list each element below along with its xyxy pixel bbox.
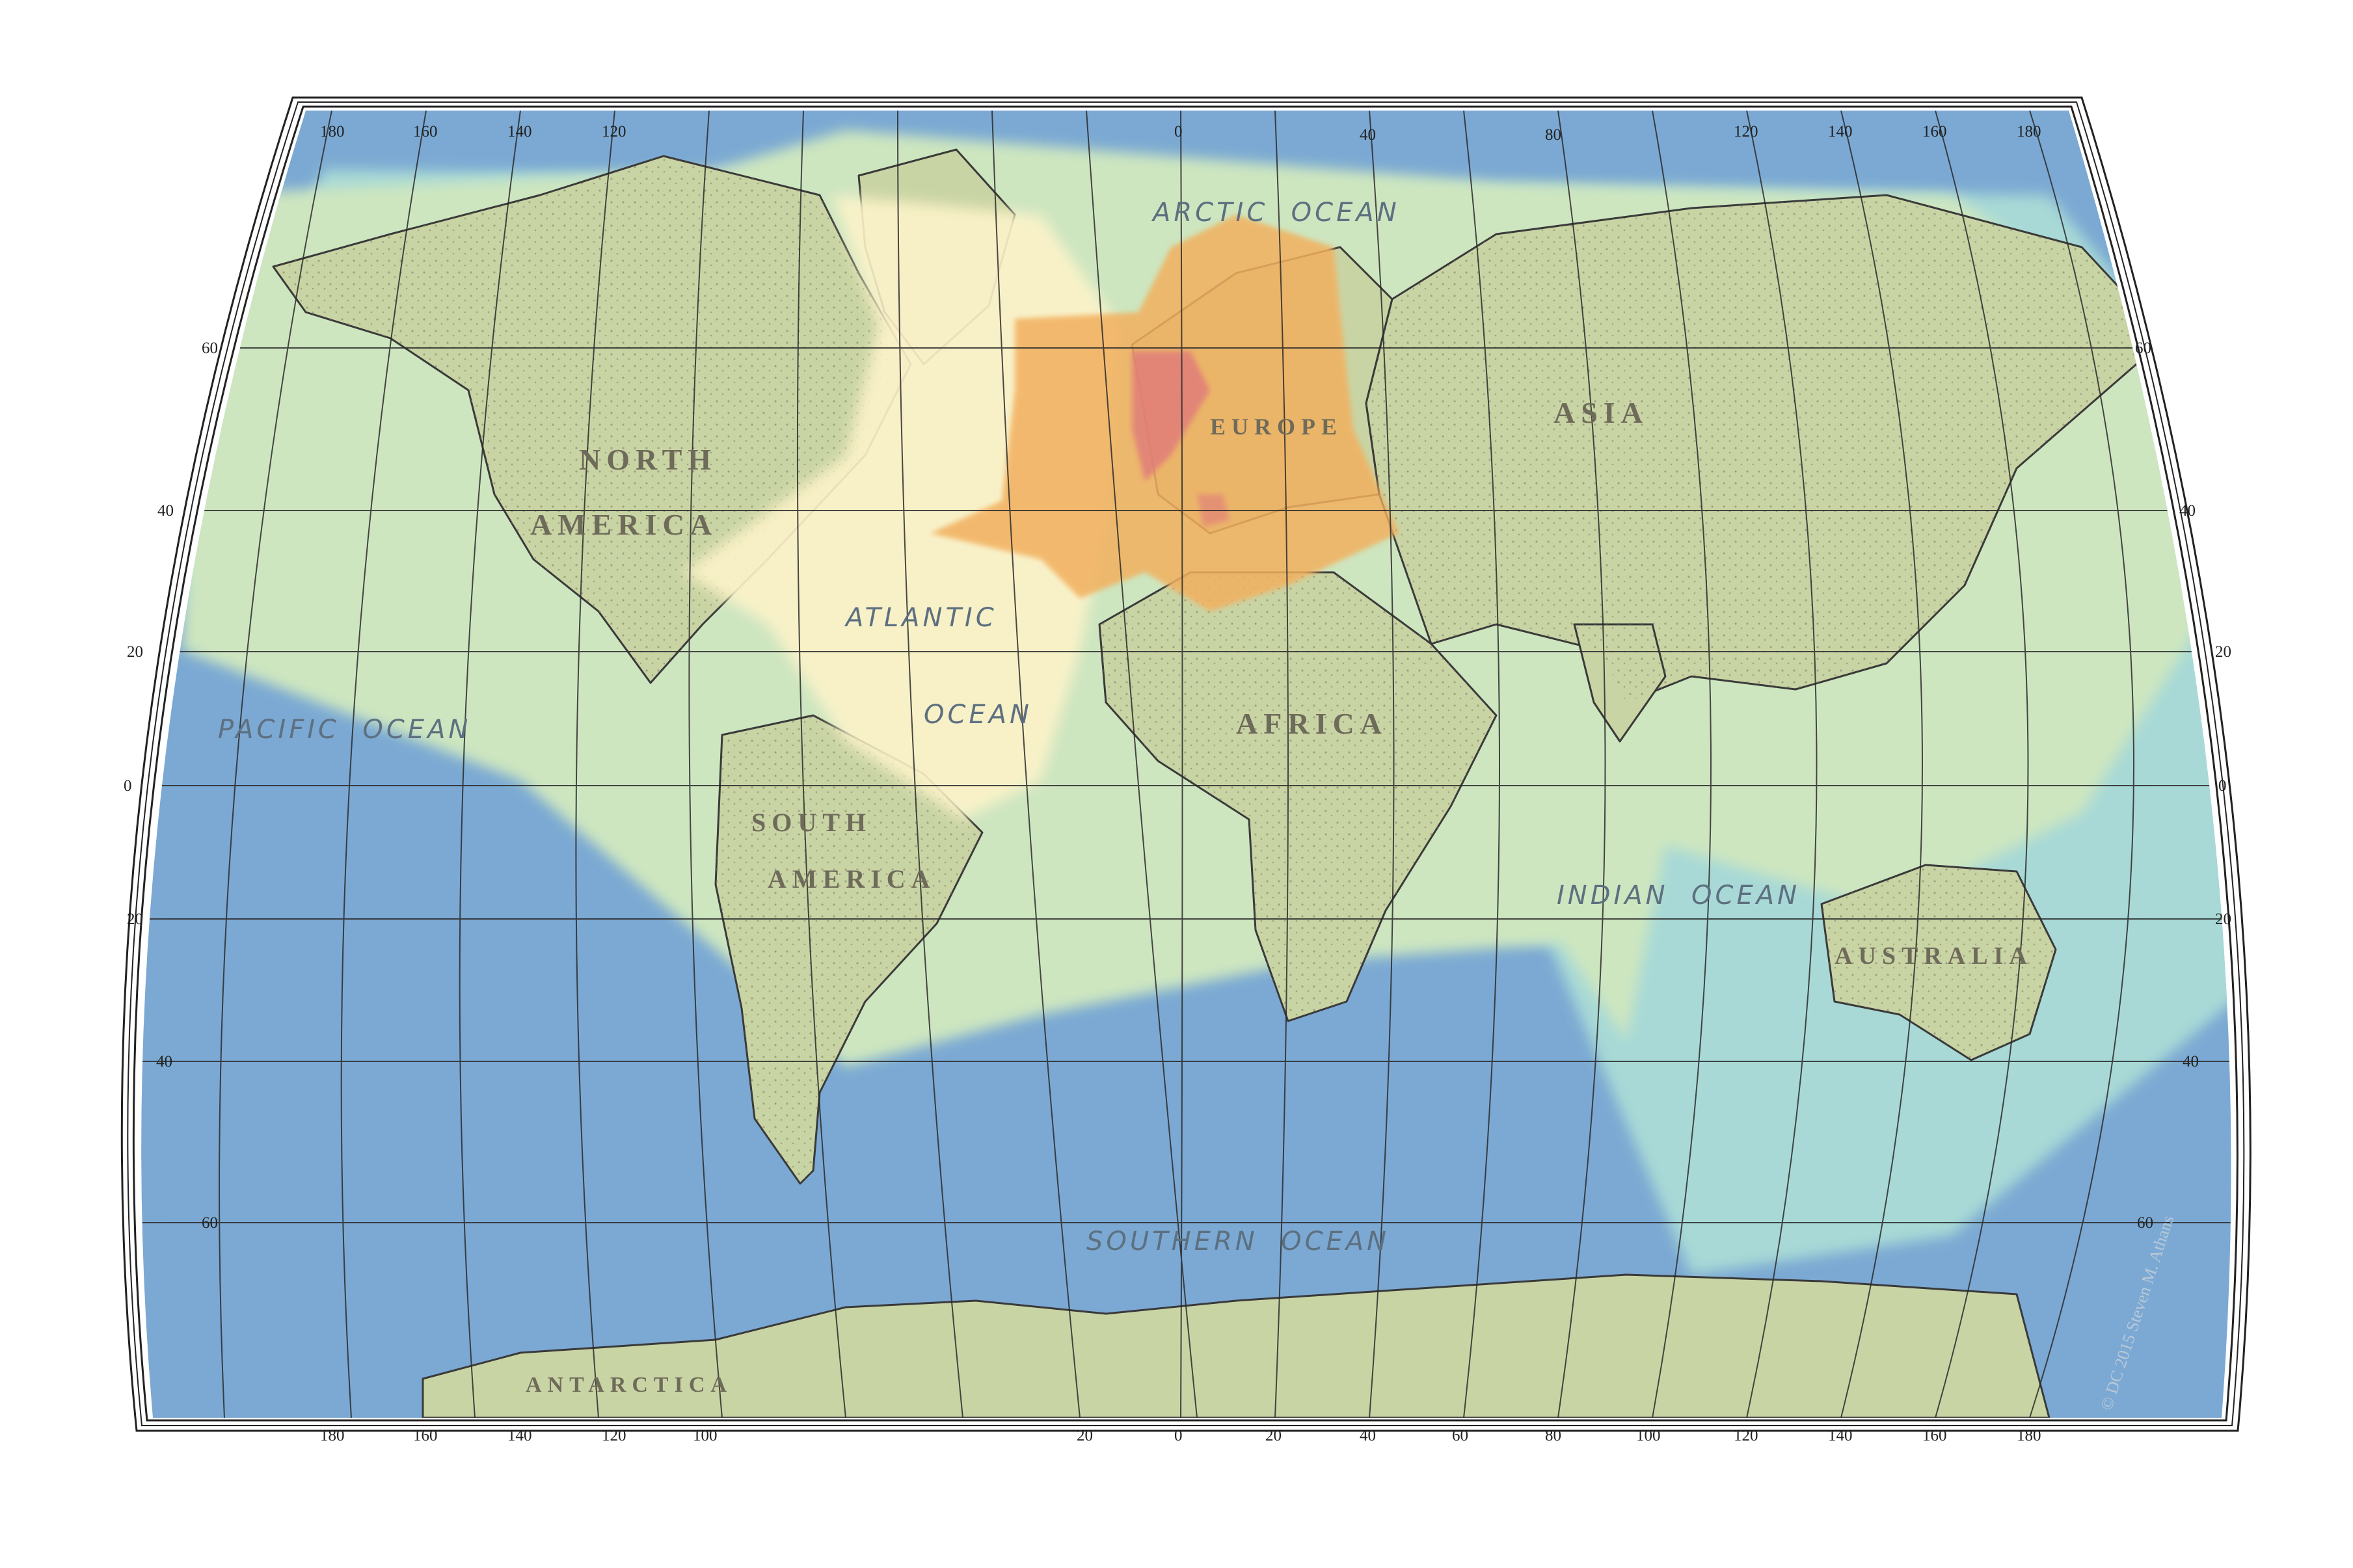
lon-bot-80e: 80 [1545,1427,1561,1444]
label-asia: ASIA [1553,396,1648,429]
lat-right-40s: 40 [2183,1053,2199,1070]
lon-top-40e: 40 [1360,126,1376,144]
label-australia: AUSTRALIA [1835,942,2033,970]
lat-left-60s: 60 [202,1214,218,1232]
dense-red-zone [1132,351,1210,481]
label-arctic-ocean: ARCTIC OCEAN [1151,198,1400,228]
lon-top-180e: 180 [2017,123,2041,140]
lon-bot-180w: 180 [320,1427,345,1444]
lon-top-120w: 120 [602,123,626,140]
lon-bot-0: 0 [1174,1427,1183,1444]
label-south-america-2: AMERICA [768,864,936,894]
lat-right-20n: 20 [2215,643,2231,661]
lat-right-20s: 20 [2215,910,2231,928]
lon-top-0: 0 [1174,123,1183,140]
lon-bot-160w: 160 [413,1427,438,1444]
lon-bot-120e: 120 [1734,1427,1758,1444]
lon-bot-60e: 60 [1452,1427,1468,1444]
label-indian-ocean: INDIAN OCEAN [1557,881,1800,910]
lon-bot-120w: 120 [602,1427,626,1444]
lon-bot-180e: 180 [2017,1427,2041,1444]
lon-bot-140w: 140 [507,1427,532,1444]
label-southern-ocean: SOUTHERN OCEAN [1086,1227,1390,1256]
lon-top-140w: 140 [507,123,532,140]
lon-bot-140e: 140 [1828,1427,1853,1444]
lon-top-140e: 140 [1828,123,1853,140]
label-north-america-1: NORTH [579,443,717,476]
antarctica-shape [422,1273,2050,1418]
longitude-labels-bottom: 180 160 140 120 100 20 0 20 40 60 80 100… [320,1427,2041,1444]
lat-left-60n: 60 [202,339,218,357]
label-south-america-1: SOUTH [751,808,872,837]
lat-left-20s: 20 [127,910,143,928]
lon-top-120e: 120 [1734,123,1758,140]
label-africa: AFRICA [1236,707,1388,740]
lat-right-60n: 60 [2135,339,2151,357]
lat-right-60s: 60 [2137,1214,2153,1232]
latitude-labels-right: 60 40 20 0 20 40 60 [2135,339,2231,1232]
lon-top-160e: 160 [1922,123,1947,140]
lon-bot-40e: 40 [1360,1427,1376,1444]
map-frame [120,96,2252,1432]
lon-bot-20w: 20 [1077,1427,1093,1444]
lon-top-180w: 180 [320,123,345,140]
label-europe: EUROPE [1210,414,1343,440]
label-pacific-ocean: PACIFIC OCEAN [218,715,471,745]
lat-right-40n: 40 [2179,502,2196,520]
latitude-labels-left: 60 40 20 0 20 40 60 [124,339,218,1232]
pale-yellow-zone [683,195,1119,819]
lon-bot-160e: 160 [1922,1427,1947,1444]
lon-bot-100w: 100 [693,1427,718,1444]
label-atlantic-1: ATLANTIC [844,603,997,633]
lon-top-160w: 160 [413,123,438,140]
label-atlantic-2: OCEAN [924,700,1032,730]
label-antarctica: ANTARCTICA [526,1373,733,1397]
lat-left-40s: 40 [156,1053,172,1070]
lat-left-0: 0 [124,777,132,795]
lat-left-40n: 40 [157,502,174,520]
lon-bot-100e: 100 [1636,1427,1661,1444]
label-north-america-2: AMERICA [530,508,718,541]
lat-right-0: 0 [2218,777,2227,795]
graticule [141,111,2231,1418]
lat-left-20n: 20 [127,643,143,661]
longitude-labels-top: 180 160 140 120 0 40 80 120 140 160 180 [320,123,2041,144]
lon-bot-20e: 20 [1265,1427,1282,1444]
lon-top-80e: 80 [1545,126,1561,144]
